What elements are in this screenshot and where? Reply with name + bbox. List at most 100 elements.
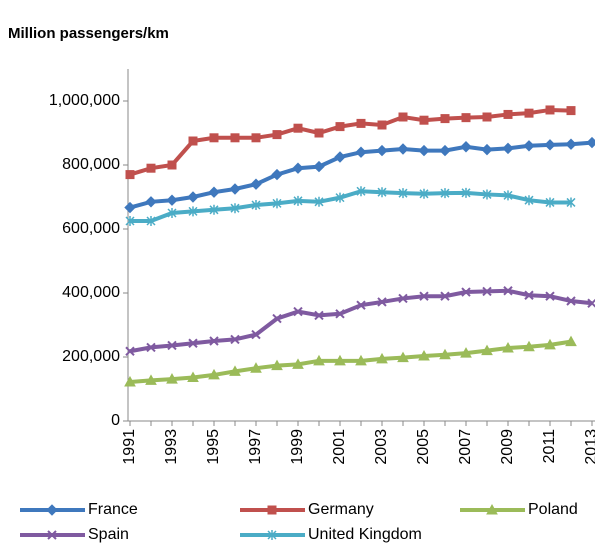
marker bbox=[524, 108, 534, 118]
marker bbox=[397, 351, 409, 363]
legend-label: United Kingdom bbox=[308, 526, 422, 543]
marker bbox=[230, 203, 240, 214]
marker bbox=[188, 206, 198, 217]
marker bbox=[209, 336, 219, 346]
marker bbox=[125, 346, 135, 356]
marker bbox=[377, 120, 387, 130]
marker bbox=[524, 290, 534, 300]
marker bbox=[419, 291, 429, 301]
marker bbox=[544, 338, 556, 350]
marker bbox=[440, 291, 450, 301]
x-tick-label: 1995 bbox=[205, 429, 222, 465]
chart-title: Million passengers/km bbox=[8, 25, 169, 42]
marker bbox=[460, 141, 472, 153]
marker bbox=[503, 190, 513, 201]
marker bbox=[208, 368, 220, 380]
marker bbox=[503, 109, 513, 119]
marker bbox=[146, 163, 156, 173]
marker bbox=[188, 338, 198, 348]
marker bbox=[565, 335, 577, 347]
marker bbox=[439, 144, 451, 157]
marker bbox=[460, 347, 472, 358]
marker bbox=[398, 188, 408, 199]
marker bbox=[355, 354, 367, 366]
marker bbox=[335, 309, 345, 319]
marker bbox=[124, 201, 136, 214]
marker bbox=[419, 115, 429, 125]
marker bbox=[544, 139, 556, 151]
marker bbox=[125, 216, 135, 226]
marker bbox=[440, 188, 450, 199]
legend-label: Poland bbox=[528, 501, 578, 518]
marker bbox=[267, 530, 277, 540]
y-tick-label: 400,000 bbox=[62, 284, 120, 301]
marker bbox=[376, 352, 388, 364]
marker bbox=[545, 105, 555, 115]
marker bbox=[314, 128, 324, 138]
marker bbox=[523, 140, 535, 152]
marker bbox=[267, 505, 277, 515]
marker bbox=[272, 130, 282, 140]
marker bbox=[313, 354, 325, 366]
marker bbox=[292, 162, 304, 174]
x-tick-label: 1997 bbox=[247, 429, 264, 465]
marker bbox=[566, 106, 576, 116]
marker bbox=[545, 197, 555, 208]
marker bbox=[230, 334, 240, 345]
marker bbox=[167, 208, 177, 218]
marker bbox=[47, 530, 57, 540]
series-line bbox=[129, 339, 572, 384]
marker bbox=[314, 310, 324, 321]
marker bbox=[314, 196, 324, 207]
marker bbox=[377, 187, 387, 198]
marker bbox=[502, 142, 514, 155]
marker bbox=[335, 192, 345, 203]
x-tick-label: 1991 bbox=[121, 429, 138, 465]
marker bbox=[125, 170, 135, 180]
marker bbox=[187, 371, 199, 382]
marker bbox=[356, 186, 366, 197]
x-tick-label: 2011 bbox=[541, 429, 558, 464]
marker bbox=[230, 133, 240, 143]
y-tick-label: 1,000,000 bbox=[49, 92, 120, 109]
y-tick-label: 800,000 bbox=[62, 156, 120, 173]
marker bbox=[482, 189, 492, 200]
series-line bbox=[129, 288, 593, 354]
y-tick-label: 0 bbox=[111, 412, 120, 429]
marker bbox=[481, 143, 493, 156]
marker bbox=[313, 160, 325, 173]
marker bbox=[334, 354, 346, 366]
legend-label: France bbox=[88, 501, 138, 518]
marker bbox=[439, 348, 451, 360]
marker bbox=[229, 365, 241, 376]
marker bbox=[440, 114, 450, 124]
marker bbox=[251, 133, 261, 143]
marker bbox=[208, 186, 220, 198]
marker bbox=[418, 144, 430, 157]
x-tick-label: 2003 bbox=[373, 429, 390, 465]
series-line bbox=[129, 107, 572, 177]
marker bbox=[461, 287, 471, 297]
marker bbox=[166, 373, 178, 384]
marker bbox=[523, 340, 535, 352]
marker bbox=[167, 340, 177, 351]
marker bbox=[272, 313, 282, 324]
marker bbox=[293, 195, 303, 206]
marker bbox=[482, 112, 492, 122]
x-tick-label: 1999 bbox=[289, 429, 306, 465]
marker bbox=[209, 204, 219, 215]
marker bbox=[481, 344, 493, 356]
marker bbox=[355, 146, 367, 158]
marker bbox=[566, 197, 576, 208]
marker bbox=[292, 358, 304, 369]
marker bbox=[377, 297, 387, 307]
marker bbox=[482, 286, 492, 297]
marker bbox=[418, 350, 430, 361]
x-tick-label: 2001 bbox=[331, 429, 348, 465]
marker bbox=[271, 168, 283, 181]
y-tick-label: 600,000 bbox=[62, 220, 120, 237]
marker bbox=[398, 293, 408, 304]
marker bbox=[250, 178, 262, 190]
